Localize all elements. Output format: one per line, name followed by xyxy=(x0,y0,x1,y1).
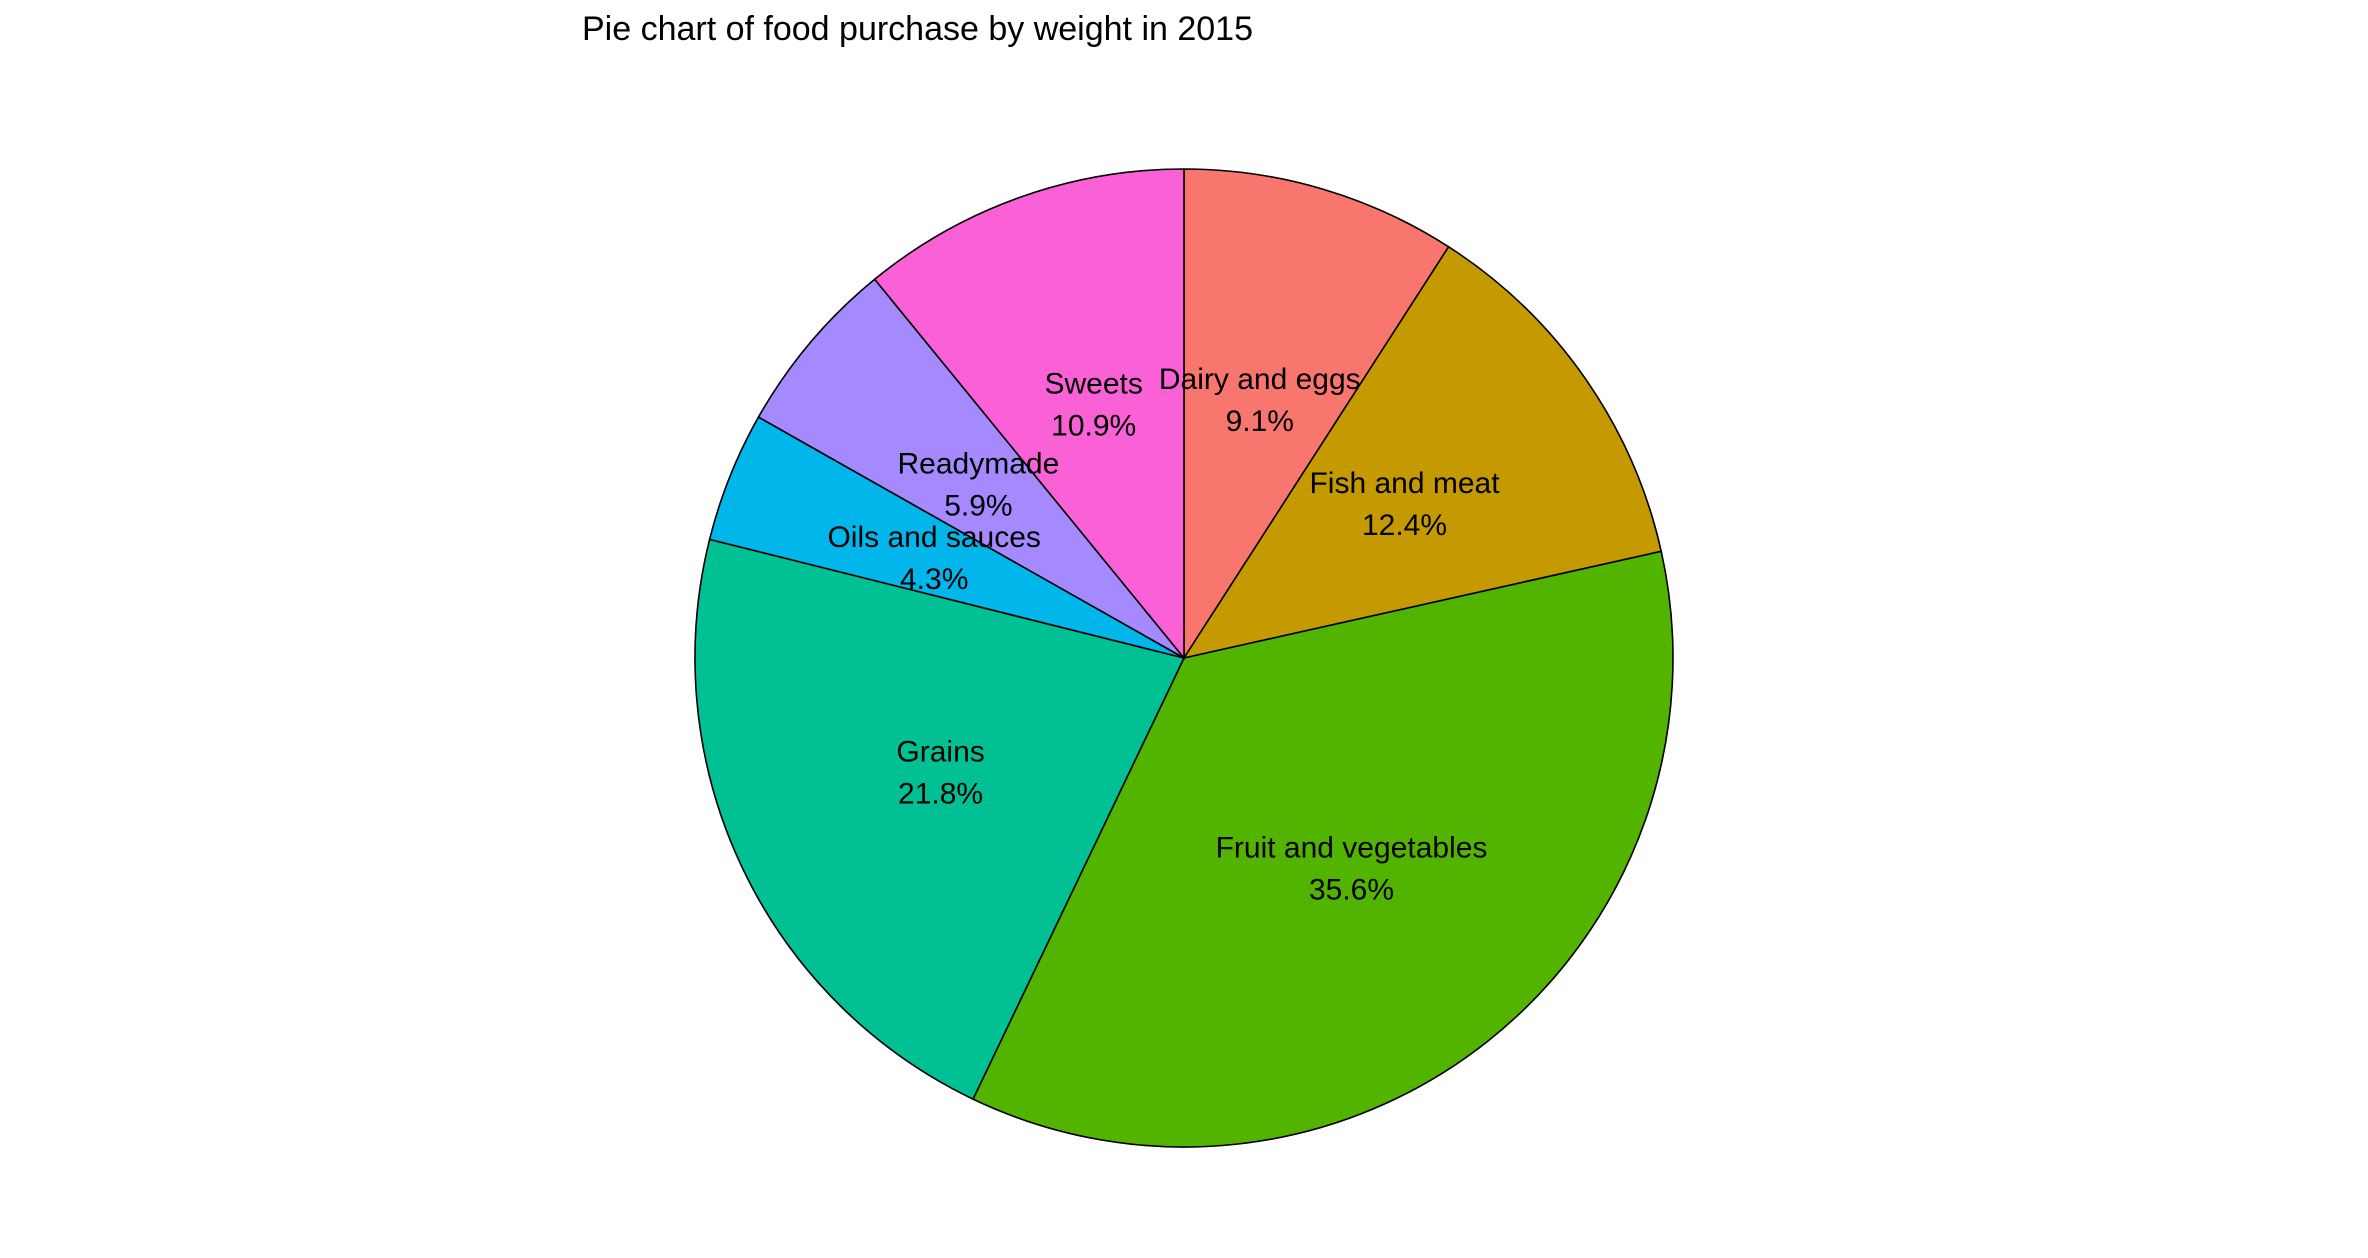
slice-percent-fruit-and-vegetables: 35.6% xyxy=(1309,873,1394,906)
chart-title: Pie chart of food purchase by weight in … xyxy=(582,10,1253,48)
pie-slice-grains xyxy=(694,538,1186,1101)
slice-percent-fish-and-meat: 12.4% xyxy=(1362,509,1447,542)
slice-percent-grains: 21.8% xyxy=(898,778,983,811)
slice-percent-dairy-and-eggs: 9.1% xyxy=(1226,405,1294,438)
slice-percent-sweets: 10.9% xyxy=(1051,410,1136,443)
pie-slice-sweets xyxy=(873,168,1185,661)
slice-label-sweets: Sweets xyxy=(1045,368,1143,401)
pie-slice-fish-and-meat xyxy=(1182,245,1663,660)
slice-label-oils-and-sauces: Oils and sauces xyxy=(827,521,1040,554)
pie-slice-fruit-and-vegetables xyxy=(971,550,1674,1148)
slice-percent-readymade: 5.9% xyxy=(944,490,1012,523)
pie-slices xyxy=(694,168,1674,1148)
pie-slice-readymade xyxy=(757,278,1185,659)
pie-slice-dairy-and-eggs xyxy=(1183,168,1450,661)
pie-labels: Dairy and eggs 9.1% Fish and meat 12.4% Frui… xyxy=(827,363,1500,906)
slice-percent-oils-and-sauces: 4.3% xyxy=(900,563,968,596)
slice-label-readymade: Readymade xyxy=(898,448,1060,481)
slice-label-fish-and-meat: Fish and meat xyxy=(1309,467,1500,500)
slice-label-grains: Grains xyxy=(896,736,984,769)
slice-label-fruit-and-vegetables: Fruit and vegetables xyxy=(1216,831,1488,864)
slice-label-dairy-and-eggs: Dairy and eggs xyxy=(1159,363,1361,396)
